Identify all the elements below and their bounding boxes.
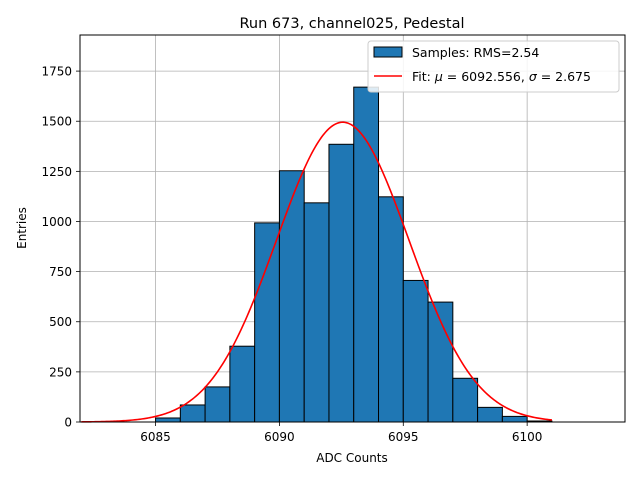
histogram-bar [328, 143, 355, 423]
histogram-bars [155, 86, 553, 423]
x-tick-label: 6085 [140, 430, 171, 444]
y-axis-label: Entries [15, 207, 29, 249]
histogram-bar [155, 417, 181, 423]
histogram-bar [204, 386, 231, 423]
y-tick-label: 1750 [41, 65, 72, 79]
y-tick-label: 500 [49, 315, 72, 329]
legend: Samples: RMS=2.54 Fit: μ = 6092.556, σ =… [367, 40, 620, 93]
y-tick-label: 1250 [41, 165, 72, 179]
x-axis-ticks: 6085 6090 6095 6100 [140, 422, 542, 444]
histogram-bar [254, 222, 280, 423]
histogram-bar [402, 279, 429, 423]
fit-curve [81, 121, 553, 423]
chart-title: Run 673, channel025, Pedestal [239, 16, 464, 32]
y-tick-label: 1000 [41, 215, 72, 229]
histogram-bar [353, 86, 380, 423]
x-tick-label: 6095 [388, 430, 419, 444]
x-tick-label: 6100 [512, 430, 543, 444]
histogram-bar [452, 377, 479, 423]
x-tick-label: 6090 [264, 430, 295, 444]
x-axis-label: ADC Counts [316, 451, 388, 465]
histogram-bar [501, 415, 528, 423]
legend-swatch-samples [373, 46, 403, 58]
y-tick-label: 1500 [41, 115, 72, 129]
y-tick-label: 250 [49, 365, 72, 379]
histogram-bar [378, 196, 404, 423]
legend-label-samples: Samples: RMS=2.54 [412, 45, 539, 60]
plot-frame [79, 34, 626, 423]
legend-box [367, 40, 620, 93]
histogram-bar [477, 406, 503, 423]
histogram-bar [278, 170, 305, 423]
histogram-bar [303, 202, 330, 423]
histogram-bar [179, 404, 206, 423]
y-axis-ticks: 0 250 500 750 1000 1250 1500 1750 [41, 65, 80, 430]
histogram-bar [229, 345, 256, 423]
y-tick-label: 0 [64, 416, 72, 430]
y-tick-label: 750 [49, 265, 72, 279]
legend-label-fit: Fit: μ = 6092.556, σ = 2.675 [412, 69, 591, 84]
